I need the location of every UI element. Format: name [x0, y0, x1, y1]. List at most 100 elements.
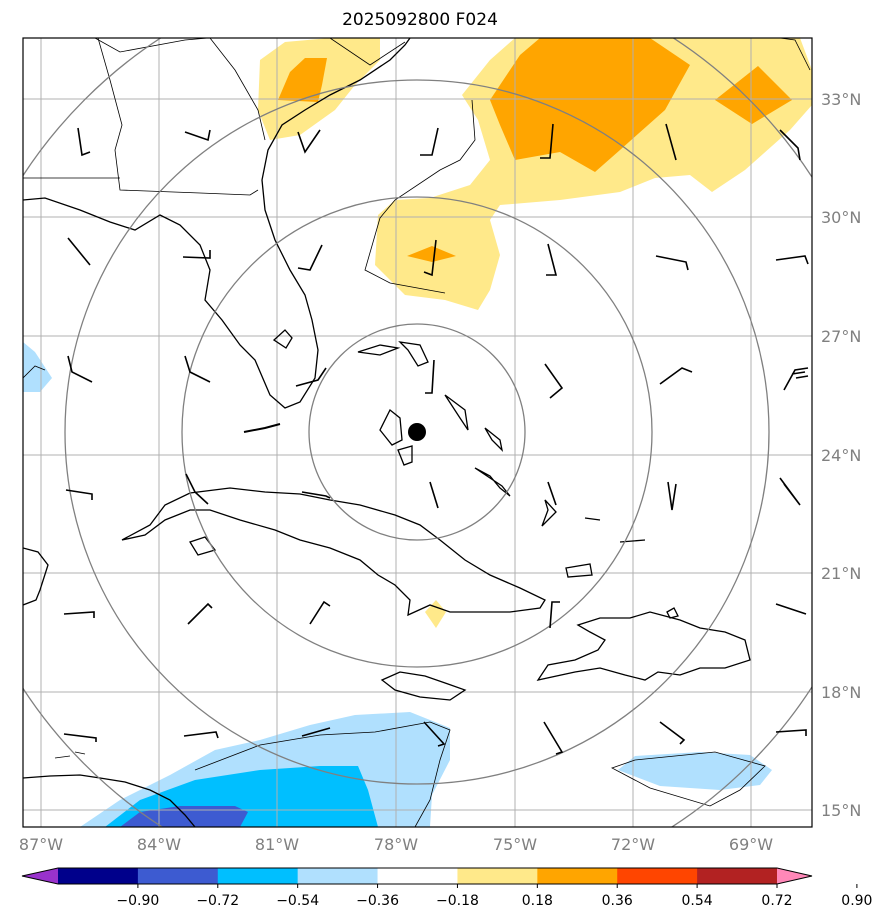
wind-barb: [65, 489, 93, 500]
wind-barb: [425, 359, 435, 394]
wind-barb: [183, 731, 219, 739]
island: [666, 607, 679, 619]
wind-barb: [63, 733, 97, 742]
island: [397, 445, 413, 466]
wind-barb: [667, 481, 677, 511]
wind-barb: [67, 237, 91, 266]
maritime-border: [610, 751, 766, 807]
positive-anomaly-region: [278, 58, 327, 102]
island: [541, 499, 557, 527]
colorbar-segment: [137, 868, 219, 884]
island: [398, 341, 429, 367]
wind-barb: [301, 727, 331, 737]
wind-barb: [546, 243, 558, 276]
colorbar-segment: [457, 868, 538, 884]
state-border: [329, 38, 406, 66]
wind-barb: [665, 123, 677, 161]
colorbar-tick-label: 0.36: [602, 893, 633, 909]
range-ring-layer: [23, 38, 812, 827]
colorbar-segment: [537, 868, 618, 884]
island: [379, 408, 403, 446]
wind-barb: [185, 473, 209, 505]
colorbar-segment: [697, 868, 778, 884]
colorbar-tick-label: −0.54: [276, 893, 319, 909]
coastline: [380, 671, 467, 701]
y-tick-label: 33°N: [821, 90, 861, 109]
island: [189, 536, 217, 556]
maritime-border: [23, 365, 46, 379]
state-border: [209, 38, 266, 141]
map-title: 2025092800 F024: [342, 10, 498, 30]
graticule: [23, 38, 812, 827]
colorbar-tick-label: −0.72: [196, 893, 239, 909]
x-tick-label: 87°W: [19, 835, 63, 854]
x-tick-label: 75°W: [493, 835, 537, 854]
colorbar-segment: [217, 868, 299, 884]
coastline: [54, 751, 86, 759]
wind-barb: [77, 127, 91, 157]
island: [584, 517, 601, 521]
wind-barb: [420, 127, 439, 156]
positive-anomaly-region: [425, 600, 446, 628]
island: [474, 467, 511, 497]
colorbar: −0.90 −0.72 −0.54 −0.36 −0.18 0.18 0.36 0.54 0.7…: [21, 867, 872, 909]
wind-barb: [659, 367, 693, 385]
range-ring: [181, 196, 653, 668]
wind-barb: [543, 721, 564, 755]
negative-anomaly-region: [618, 752, 772, 790]
coastline: [23, 547, 49, 606]
y-tick-label: 24°N: [821, 446, 861, 465]
wind-barb: [429, 481, 439, 509]
wind-barb: [779, 129, 801, 161]
wind-barb: [295, 367, 327, 387]
positive-anomaly-region: [407, 246, 456, 262]
y-tick-label: 30°N: [821, 208, 861, 227]
coastline: [272, 329, 293, 349]
wind-barb: [297, 244, 323, 271]
x-tick-label: 72°W: [611, 835, 655, 854]
shaded-field-layer: [23, 38, 812, 827]
wind-barb: [775, 255, 809, 265]
positive-anomaly-region: [490, 38, 690, 172]
x-axis-ticks: 87°W 84°W 81°W 78°W 75°W 72°W 69°W: [19, 835, 773, 854]
y-tick-label: 27°N: [821, 327, 861, 346]
wind-barb: [297, 129, 321, 154]
y-tick-label: 15°N: [821, 801, 861, 820]
wind-barb: [301, 491, 331, 499]
colorbar-segment: [58, 868, 139, 884]
coastline: [23, 774, 196, 827]
wind-barb: [775, 603, 807, 615]
x-tick-label: 81°W: [255, 835, 299, 854]
wind-barb: [423, 239, 437, 277]
positive-anomaly-region: [375, 38, 812, 310]
wind-barb: [783, 367, 809, 391]
wind-barb: [63, 611, 95, 618]
wind-barb: [187, 602, 213, 625]
state-border: [97, 38, 259, 196]
colorbar-outline: [21, 867, 813, 885]
wind-barb: [544, 363, 564, 399]
island: [444, 394, 469, 431]
x-tick-label: 69°W: [729, 835, 773, 854]
positive-anomaly-region: [715, 66, 792, 124]
wind-barb: [67, 355, 93, 383]
colorbar-extend-max: [777, 868, 812, 884]
coastline: [23, 38, 411, 409]
coastline-layer: [23, 38, 811, 827]
wind-barb: [184, 355, 211, 383]
colorbar-tick-label: 0.90: [841, 893, 872, 909]
state-border: [364, 99, 476, 294]
wind-barb: [549, 601, 560, 629]
colorbar-tick-label: −0.90: [116, 893, 159, 909]
wind-barb: [659, 721, 686, 745]
range-ring: [64, 79, 770, 785]
island: [565, 563, 593, 578]
range-ring: [308, 323, 526, 541]
colorbar-tick-label: 0.54: [682, 893, 713, 909]
colorbar-segment: [617, 868, 698, 884]
coastline: [536, 611, 751, 681]
colorbar-segment: [377, 868, 458, 884]
state-border: [94, 38, 209, 53]
coastline: [121, 487, 546, 617]
